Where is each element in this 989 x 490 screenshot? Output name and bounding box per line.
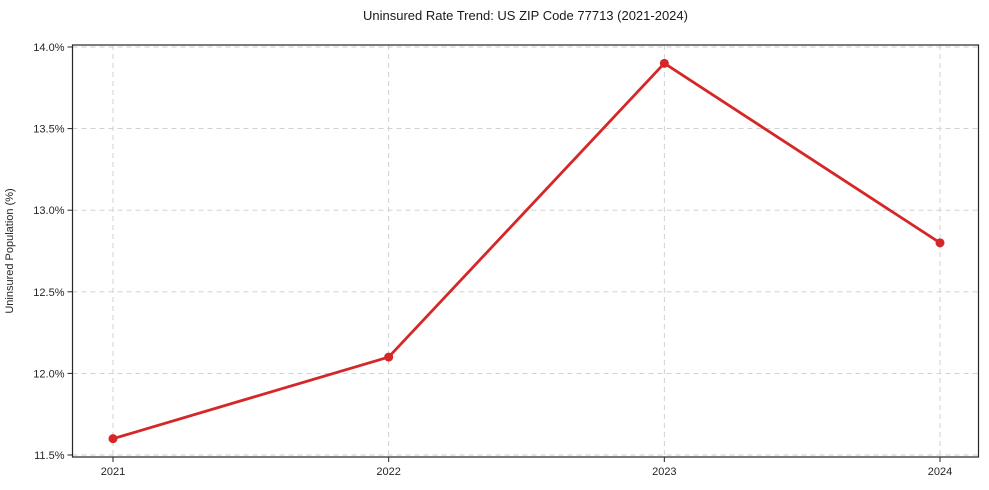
y-tick-label: 13.5% — [33, 124, 64, 136]
data-point — [935, 238, 945, 248]
x-tick-label: 2023 — [652, 466, 676, 478]
y-tick-label: 14.0% — [33, 42, 64, 54]
x-tick-label: 2024 — [928, 466, 952, 478]
trend-line — [111, 61, 942, 441]
data-point — [108, 434, 118, 444]
x-tick-label: 2021 — [101, 466, 125, 478]
y-axis-title: Uninsured Population (%) — [4, 188, 16, 313]
y-tick-label: 13.0% — [33, 205, 64, 217]
chart-title: Uninsured Rate Trend: US ZIP Code 77713 … — [363, 8, 688, 23]
series-layer — [108, 58, 945, 444]
plot-border — [71, 44, 980, 458]
y-tick-label: 11.5% — [34, 450, 65, 462]
data-point — [384, 352, 394, 362]
data-point — [659, 58, 669, 68]
x-tick-label: 2022 — [376, 466, 400, 478]
axes-layer: 11.5% 12.0% 12.5% 13.0% 13.5% 14.0% 2021 2022 20… — [33, 42, 980, 478]
y-tick-label: 12.5% — [33, 287, 64, 299]
grid-layer — [72, 45, 979, 457]
y-tick-label: 12.0% — [33, 368, 64, 380]
